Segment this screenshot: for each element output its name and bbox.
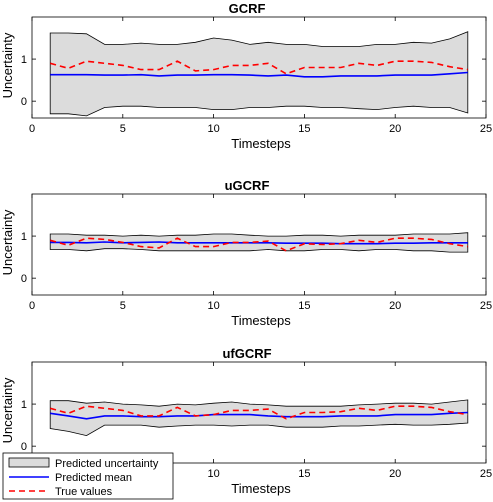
y-tick-label: 0 [21, 441, 27, 453]
x-axis-label: Timesteps [231, 481, 291, 496]
x-tick-label: 5 [120, 123, 126, 135]
y-axis-label: Uncertainty [0, 209, 15, 275]
panel-ugcrf: 0 5 10 15 20 25 0 1 uGCRF Timesteps Uncertainty [0, 178, 492, 328]
chart-title: ufGCRF [222, 346, 271, 361]
x-tick-label: 0 [29, 123, 35, 135]
x-tick-label: 15 [298, 123, 310, 135]
x-tick-label: 10 [207, 123, 219, 135]
legend-label-mean: Predicted mean [55, 472, 132, 484]
x-tick-label: 15 [298, 300, 310, 312]
x-tick-label: 25 [480, 123, 492, 135]
legend-swatch-band [8, 457, 50, 468]
x-tick-label: 10 [207, 468, 219, 480]
panel-ufgcrf: 051015202501ufGCRFTimestepsUncertainty [0, 346, 492, 496]
legend-label-uncertainty: Predicted uncertainty [55, 458, 159, 470]
axes-frame [31, 193, 487, 296]
x-axis-label: Timesteps [231, 313, 291, 328]
axes-frame [31, 361, 487, 464]
y-tick-label: 0 [21, 96, 27, 108]
y-axis-label: Uncertainty [0, 32, 15, 98]
x-tick-label: 5 [120, 300, 126, 312]
x-tick-label: 15 [298, 468, 310, 480]
x-tick-label: 20 [389, 123, 401, 135]
panel-gcrf: 0 5 10 15 20 25 0 1 GCRF Timesteps Uncertainty [0, 1, 492, 151]
true-values-line [49, 405, 468, 420]
x-axis-label: Timesteps [231, 136, 291, 151]
axes-frame [31, 16, 487, 119]
x-tick-label: 20 [389, 468, 401, 480]
x-tick-label: 25 [480, 300, 492, 312]
y-axis-label: Uncertainty [0, 377, 15, 443]
x-tick-label: 10 [207, 300, 219, 312]
legend: Predicted uncertainty Predicted mean Tru… [2, 452, 174, 500]
y-tick-label: 1 [21, 54, 27, 66]
x-tick-label: 0 [29, 300, 35, 312]
legend-label-true: True values [55, 486, 113, 498]
y-tick-label: 1 [21, 399, 27, 411]
y-tick-label: 1 [21, 231, 27, 243]
true-values-line [49, 60, 468, 75]
uncertainty-band [49, 31, 469, 117]
x-tick-label: 25 [480, 468, 492, 480]
predicted-mean-line [50, 411, 468, 420]
chart-title: uGCRF [225, 178, 270, 193]
true-values-line [49, 237, 468, 252]
y-tick-label: 0 [21, 273, 27, 285]
predicted-mean-line [50, 71, 468, 78]
chart-title: GCRF [229, 1, 266, 16]
x-tick-label: 20 [389, 300, 401, 312]
